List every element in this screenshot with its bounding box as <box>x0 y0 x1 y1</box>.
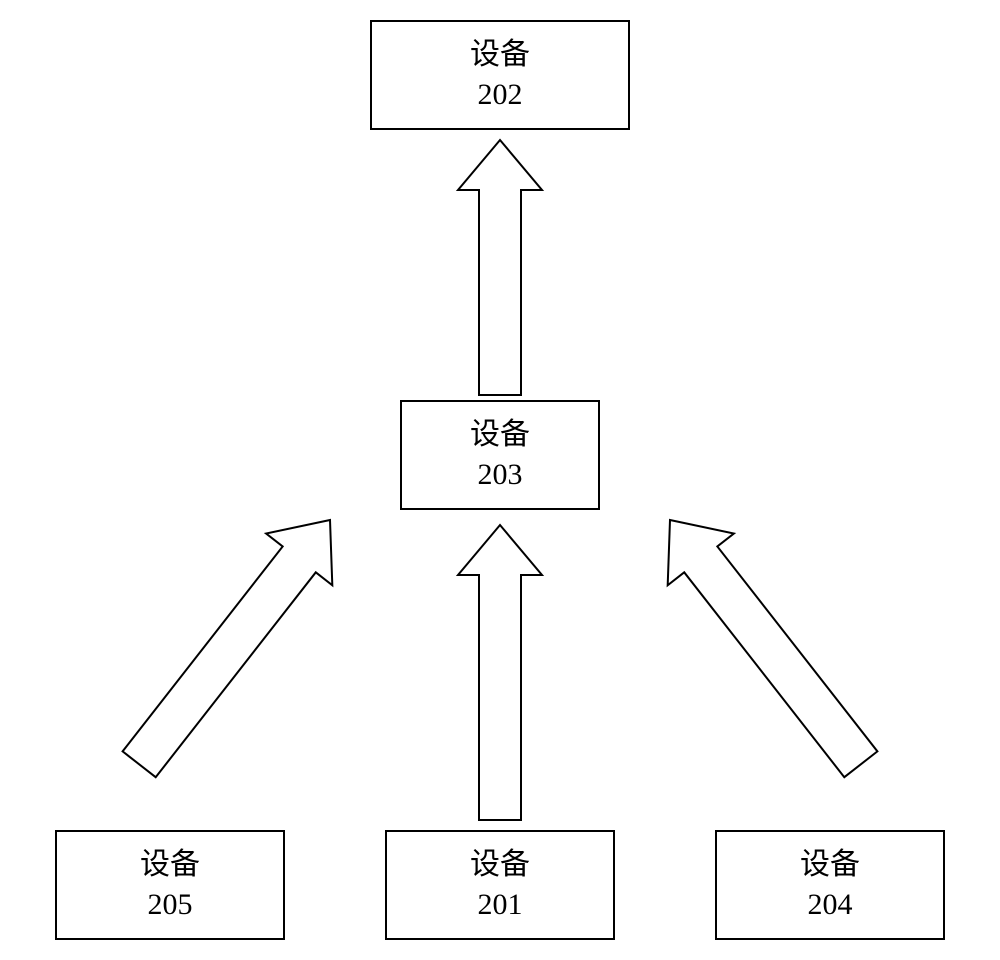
node-201-label: 设备 <box>470 845 530 886</box>
node-202-label: 设备 <box>470 35 530 76</box>
arrow-204-to-203 <box>637 494 894 790</box>
arrow-203-to-202 <box>458 140 542 395</box>
node-202: 设备 202 <box>370 20 630 130</box>
node-203-label: 设备 <box>470 415 530 456</box>
node-201-number: 201 <box>478 885 523 926</box>
node-203: 设备 203 <box>400 400 600 510</box>
node-205-label: 设备 <box>140 845 200 886</box>
node-201: 设备 201 <box>385 830 615 940</box>
arrow-205-to-203 <box>106 494 363 790</box>
arrow-201-to-203 <box>458 525 542 820</box>
node-204-number: 204 <box>808 885 853 926</box>
node-204-label: 设备 <box>800 845 860 886</box>
node-204: 设备 204 <box>715 830 945 940</box>
flowchart-diagram: 设备 202 设备 203 设备 205 设备 201 设备 204 <box>0 0 1000 960</box>
node-203-number: 203 <box>478 455 523 496</box>
node-205-number: 205 <box>148 885 193 926</box>
node-202-number: 202 <box>478 75 523 116</box>
node-205: 设备 205 <box>55 830 285 940</box>
